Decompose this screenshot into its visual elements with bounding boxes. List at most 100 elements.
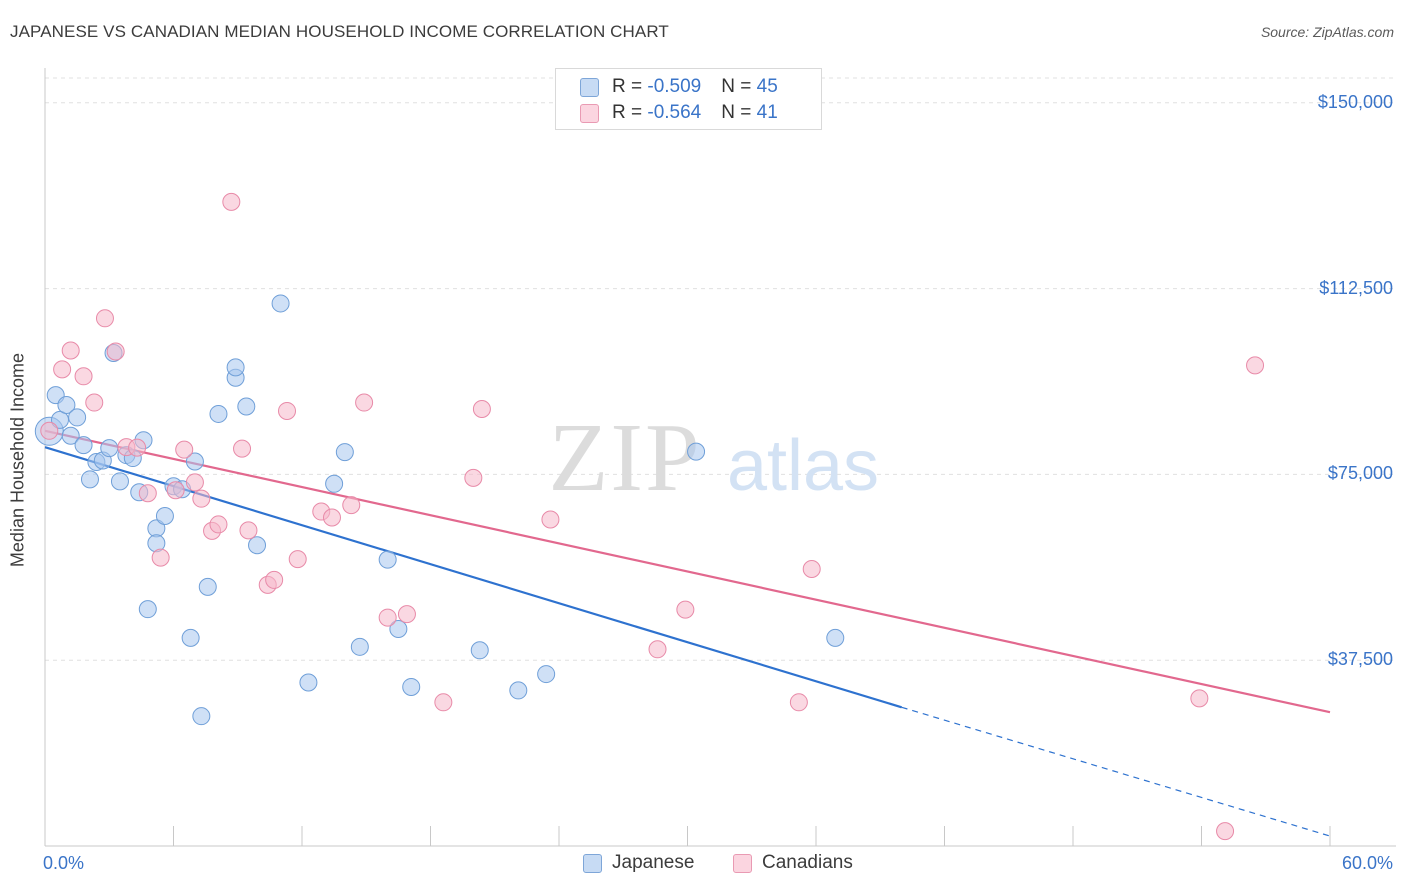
x-tick-label-max: 60.0% [1341,853,1393,873]
y-tick-label: $112,500 [1319,277,1393,298]
data-point-canadians [789,693,808,712]
trend-line-extension-japanese [901,706,1331,837]
data-point-canadians [239,521,258,540]
chart-title: JAPANESE VS CANADIAN MEDIAN HOUSEHOLD IN… [10,22,669,41]
data-point-canadians [397,605,416,624]
legend-swatch-canadians [733,853,752,873]
data-point-canadians [322,508,341,527]
data-point-canadians [648,640,667,659]
data-point-canadians [85,393,104,412]
data-point-japanese [402,677,421,696]
data-point-canadians [74,367,93,386]
stats-row-canadians: R = -0.564 N = 41 [580,101,778,125]
stats-row-japanese: R = -0.509 N = 45 [580,75,778,99]
trend-line-canadians [44,429,1331,714]
data-point-canadians [288,550,307,569]
data-point-canadians [61,341,80,360]
x-tick-label-min: 0.0% [43,853,85,873]
data-point-japanese [248,536,267,555]
data-point-japanese [537,665,556,684]
data-point-canadians [1216,822,1235,841]
legend-label-japanese: Japanese [612,852,695,873]
legend-label-canadians: Canadians [762,852,853,873]
legend-item-canadians[interactable]: Canadians [733,852,853,874]
data-point-japanese [181,628,200,647]
data-point-canadians [676,600,695,619]
series-legend: Japanese Canadians [0,852,1406,878]
data-point-japanese [350,637,369,656]
data-point-canadians [222,192,241,211]
data-point-canadians [151,548,170,567]
data-point-japanese [826,628,845,647]
data-point-japanese [100,439,119,458]
data-point-canadians [233,439,252,458]
data-points [34,192,1265,841]
data-point-canadians [541,510,560,529]
data-point-japanese [68,408,87,427]
data-point-canadians [192,489,211,508]
legend-swatch-japanese [580,77,599,97]
data-point-canadians [185,473,204,492]
data-point-japanese [57,396,76,415]
data-point-japanese [61,426,80,445]
grid-lines [45,77,1396,661]
data-point-japanese [185,452,204,471]
data-point-japanese [389,619,408,638]
data-point-japanese [80,470,99,489]
data-point-japanese [155,507,174,526]
legend-swatch-japanese [583,853,602,873]
data-point-japanese [209,404,228,423]
y-axis-label: Median Household Income [7,352,28,568]
y-tick-label: $37,500 [1327,649,1393,670]
data-point-japanese [509,681,528,700]
stats-legend: R = -0.509 N = 45 R = -0.564 N = 41 [555,68,822,130]
data-point-canadians [464,468,483,487]
data-point-japanese [687,442,706,461]
data-point-japanese [335,443,354,462]
y-tick-label: $150,000 [1317,91,1393,112]
data-point-canadians [434,693,453,712]
data-point-japanese [226,358,245,377]
data-point-canadians [53,360,72,379]
data-point-canadians [342,496,361,515]
data-point-canadians [1190,689,1209,708]
data-point-canadians [802,560,821,579]
data-point-canadians [95,309,114,328]
watermark: ZIP atlas [549,404,880,512]
data-point-canadians [355,393,374,412]
source-credit: Source: ZipAtlas.com [1260,24,1394,40]
axes [44,68,1396,847]
data-point-canadians [138,484,157,503]
n-label: N = [721,102,757,123]
data-point-canadians [472,399,491,418]
n-value-canadians: 41 [756,102,778,123]
data-point-canadians [265,570,284,589]
data-point-canadians [209,515,228,534]
watermark-zip: ZIP [549,404,702,512]
watermark-atlas: atlas [727,426,879,506]
data-point-japanese [299,673,318,692]
data-point-canadians [175,440,194,459]
data-point-japanese [271,294,290,313]
data-point-canadians [128,438,147,457]
data-point-japanese [74,436,93,455]
r-label: R = [612,102,648,123]
legend-swatch-canadians [580,103,599,123]
r-label: R = [612,76,648,97]
data-point-canadians [40,421,59,440]
data-point-japanese [470,641,489,660]
r-value-japanese: -0.509 [647,76,702,97]
data-point-canadians [166,481,185,500]
data-point-canadians [106,342,125,361]
legend-item-japanese[interactable]: Japanese [583,852,694,874]
n-value-japanese: 45 [756,76,778,97]
data-point-japanese [237,397,256,416]
y-tick-label: $75,000 [1327,463,1393,484]
n-label: N = [721,76,757,97]
data-point-japanese [198,577,217,596]
data-point-japanese [378,550,397,569]
data-point-japanese [110,472,129,491]
data-point-japanese [138,600,157,619]
data-point-canadians [378,608,397,627]
